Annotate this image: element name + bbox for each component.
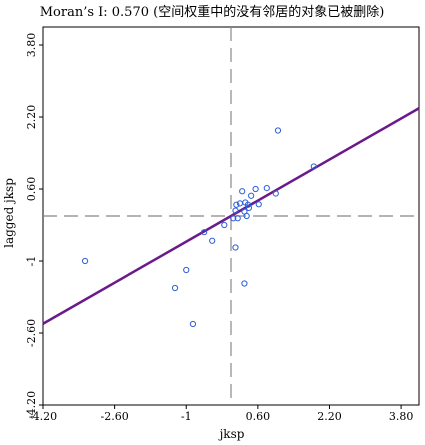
- x-tick-label: -4.20: [29, 410, 57, 423]
- data-point: [221, 221, 228, 229]
- data-points: [81, 127, 317, 328]
- x-tick-label: -2.60: [101, 410, 129, 423]
- x-tick-label: -1: [181, 410, 192, 423]
- x-tick-label: 0.60: [246, 410, 271, 423]
- data-point: [244, 201, 252, 208]
- data-point: [232, 244, 239, 251]
- y-tick-label: -4.20: [25, 391, 38, 419]
- data-point: [201, 229, 208, 236]
- x-axis-label: jksp: [218, 427, 245, 441]
- y-axis-label: lagged jksp: [2, 178, 16, 248]
- data-point: [241, 280, 248, 287]
- data-point: [81, 257, 89, 265]
- regression-line: [42, 107, 420, 325]
- y-axis-ticks: -4.20 -2.60 -1 0.60 2.20 3.80: [25, 33, 43, 419]
- data-point: [255, 201, 262, 208]
- y-tick-label: 0.60: [25, 177, 38, 202]
- chart-title: Moran’s I: 0.570 (空间权重中的没有邻居的对象已被删除): [40, 4, 385, 20]
- data-point: [245, 204, 253, 211]
- y-tick-label: 3.80: [25, 33, 38, 58]
- data-point: [171, 284, 179, 292]
- data-point: [189, 320, 197, 328]
- data-point: [252, 185, 259, 193]
- data-point: [230, 215, 237, 222]
- data-point: [248, 192, 255, 199]
- data-point: [209, 237, 216, 244]
- data-point: [233, 201, 240, 208]
- data-point: [183, 266, 190, 274]
- data-point: [310, 163, 317, 170]
- x-axis-ticks: -4.20 -2.60 -1 0.60 2.20 3.80: [29, 405, 413, 423]
- regression-line-path: [42, 107, 420, 325]
- data-point: [234, 215, 241, 222]
- data-point: [274, 127, 282, 134]
- y-tick-label: 2.20: [25, 105, 38, 130]
- data-point: [272, 190, 279, 197]
- y-tick-label: -2.60: [25, 319, 38, 347]
- data-point: [243, 212, 250, 220]
- y-tick-label: -1: [25, 256, 38, 267]
- x-tick-label: 3.80: [389, 410, 414, 423]
- data-point: [263, 185, 270, 192]
- data-point: [232, 207, 239, 214]
- x-tick-label: 2.20: [317, 410, 342, 423]
- data-point: [239, 188, 246, 195]
